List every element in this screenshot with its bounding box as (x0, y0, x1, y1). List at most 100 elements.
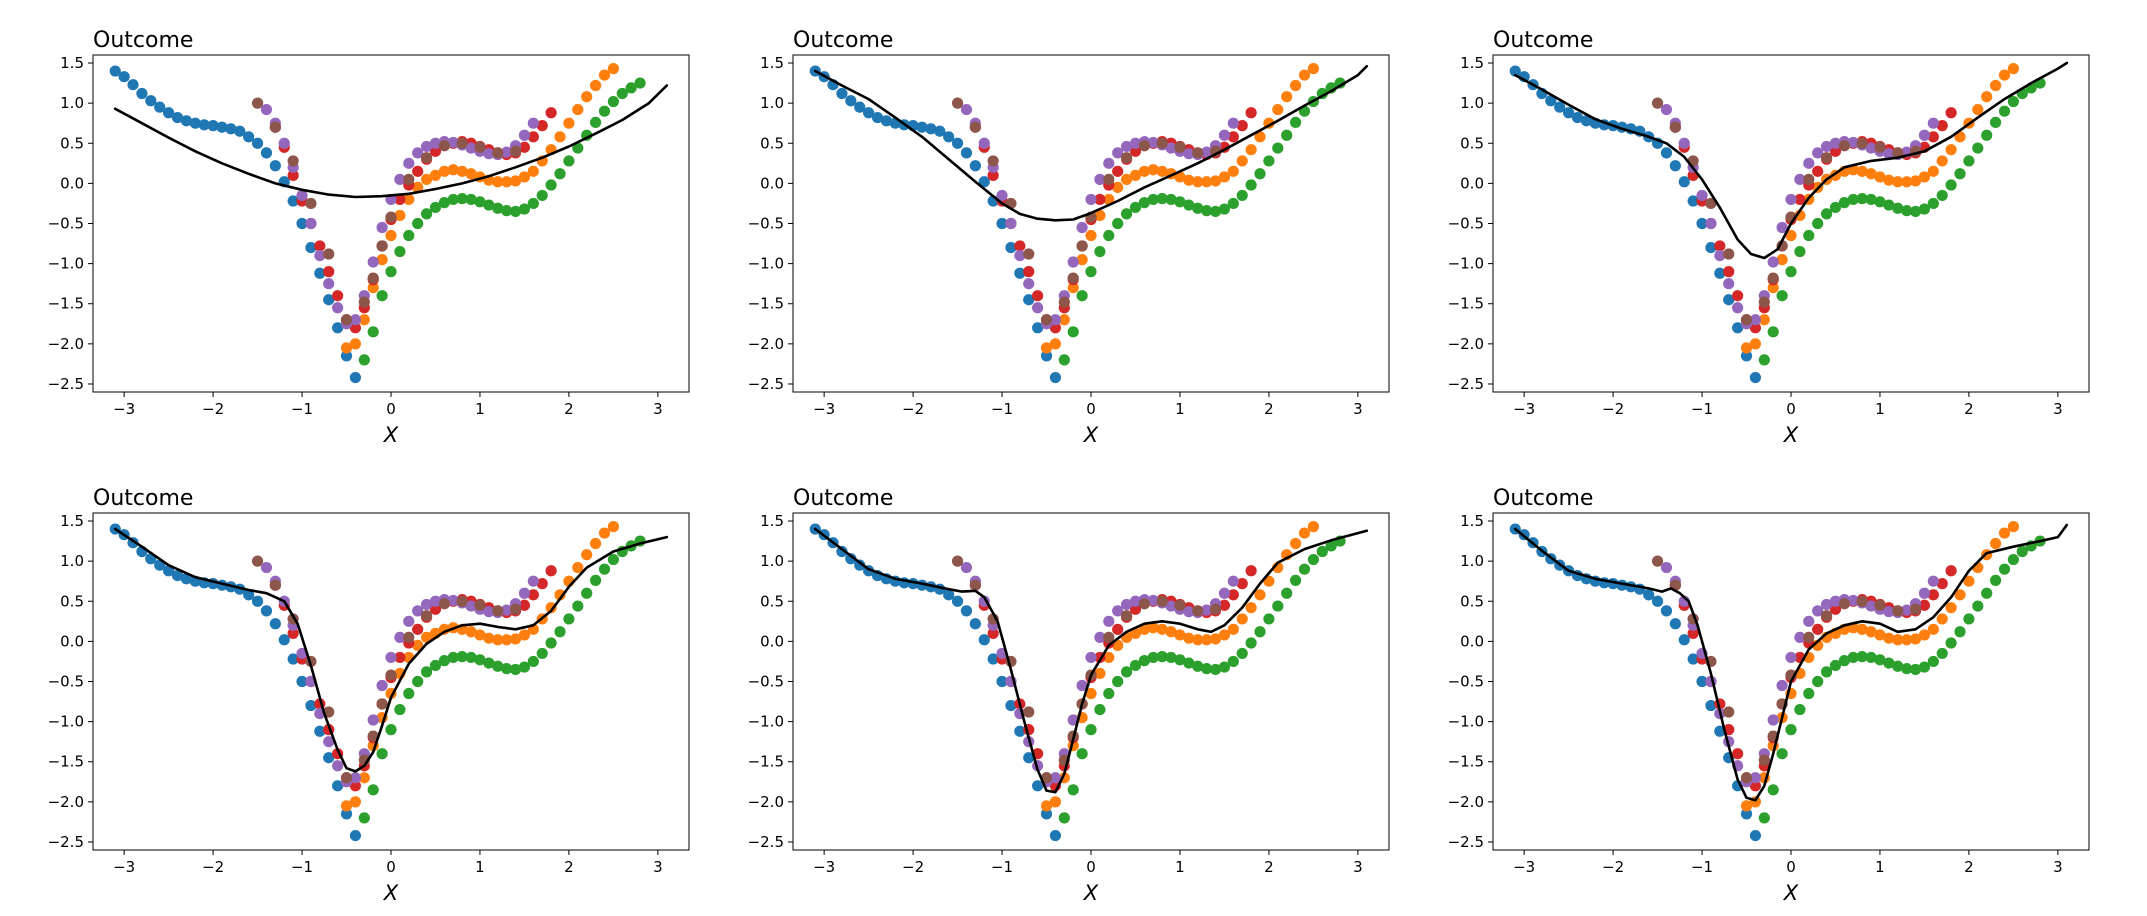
data-point (1067, 326, 1079, 338)
data-point (163, 565, 175, 577)
data-point (581, 91, 593, 103)
data-point (1678, 137, 1690, 149)
data-point (1909, 663, 1922, 676)
data-point (1183, 199, 1195, 211)
data-point (2007, 553, 2019, 566)
data-point (1749, 322, 1762, 334)
data-point (1803, 687, 1815, 700)
data-point (1227, 575, 1239, 587)
data-point (269, 579, 281, 591)
data-point (1812, 623, 1824, 635)
data-point (1183, 148, 1195, 160)
data-point (305, 699, 317, 712)
data-point (1272, 142, 1284, 154)
y-tick-label: 0.0 (60, 174, 84, 192)
data-point (527, 197, 539, 210)
data-point (1156, 137, 1168, 149)
panel-title: Outcome (793, 486, 893, 511)
data-point (198, 119, 210, 131)
data-point (1201, 146, 1213, 158)
data-point (154, 101, 166, 113)
y-tick-label: −1.5 (48, 753, 84, 771)
data-point (1147, 651, 1159, 664)
x-tick-label: −2 (202, 400, 224, 418)
data-point (1829, 137, 1842, 149)
scatter-series-6 (1651, 555, 1922, 784)
data-point (1138, 165, 1150, 177)
x-tick-label: −1 (991, 400, 1013, 418)
data-point (1954, 131, 1966, 143)
x-tick-label: 0 (386, 858, 396, 876)
data-point (1901, 634, 1913, 646)
data-point (1865, 142, 1877, 154)
data-point (332, 760, 344, 772)
scatter-series-2 (340, 521, 619, 812)
data-point (836, 87, 848, 100)
data-point (465, 600, 477, 612)
data-point (376, 240, 388, 252)
data-point (581, 587, 593, 599)
data-point (243, 589, 255, 601)
data-point (1129, 169, 1142, 181)
data-point (412, 605, 424, 617)
data-point (598, 563, 611, 575)
data-point (1316, 545, 1328, 558)
x-tick-label: −1 (1691, 400, 1713, 418)
scatter-series-1 (809, 65, 1062, 384)
data-point (456, 193, 468, 205)
data-point (1927, 131, 1939, 143)
data-point (1847, 594, 1859, 607)
data-point (854, 559, 866, 571)
data-point (1820, 666, 1833, 678)
data-point (1032, 780, 1044, 792)
scatter-series-3 (1058, 77, 1346, 366)
data-point (1945, 565, 1957, 577)
data-point (403, 173, 415, 185)
data-point (1945, 144, 1957, 156)
fit-line (1513, 61, 2069, 260)
data-point (1138, 598, 1150, 610)
data-point (960, 605, 973, 617)
data-point (1014, 249, 1026, 262)
data-point (1005, 217, 1017, 230)
data-point (340, 314, 353, 326)
data-point (323, 752, 335, 764)
data-point (1856, 137, 1868, 149)
y-tick-label: 1.5 (760, 512, 784, 530)
data-point (1732, 748, 1744, 760)
data-point (1138, 197, 1150, 209)
data-point (1138, 623, 1150, 635)
data-point (349, 322, 362, 334)
data-point (1094, 245, 1106, 258)
data-point (880, 115, 893, 127)
data-point (1272, 103, 1284, 116)
data-point (960, 561, 973, 574)
chart-panel-2: Outcome −3 −2 −1 0 1 2 3 −2.5 −2.0 −1.5 −1.0 −0.5 0.0… (748, 28, 1390, 447)
data-point (314, 240, 326, 252)
data-point (1749, 780, 1762, 792)
data-point (1829, 595, 1842, 607)
data-point (1945, 179, 1957, 191)
data-point (251, 97, 264, 109)
y-tick-label: 1.5 (1460, 512, 1484, 530)
y-tick-label: −1.5 (748, 753, 784, 771)
data-point (1865, 193, 1877, 206)
data-point (1307, 63, 1319, 75)
data-point (1892, 660, 1904, 672)
x-tick-label: −1 (291, 858, 313, 876)
x-tick-label: −1 (1691, 858, 1713, 876)
data-point (572, 142, 584, 154)
data-point (563, 613, 575, 625)
data-point (1705, 241, 1717, 254)
data-point (607, 521, 619, 533)
data-point (305, 217, 317, 230)
data-point (1901, 663, 1913, 675)
data-point (1812, 675, 1824, 688)
data-point (1847, 193, 1859, 206)
x-tick-label: 1 (1175, 400, 1185, 418)
data-point (1076, 290, 1088, 302)
data-point (1023, 278, 1035, 290)
data-point (483, 657, 495, 669)
data-point (394, 703, 406, 716)
